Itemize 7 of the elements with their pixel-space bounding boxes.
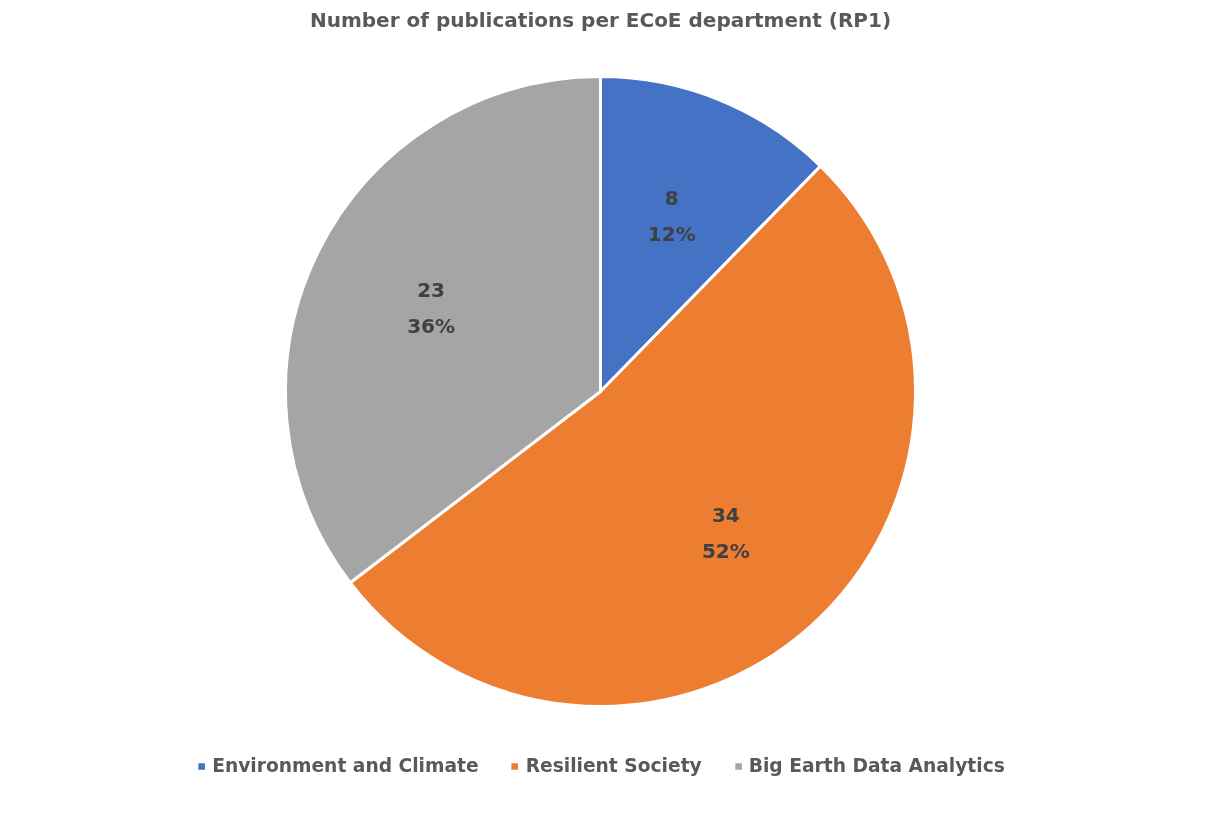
data-label: 23 36% — [407, 277, 456, 338]
data-label: 34 52% — [701, 502, 750, 563]
legend-label: Resilient Society — [525, 755, 702, 776]
legend-label: Big Earth Data Analytics — [748, 755, 1005, 776]
chart-title: Number of publications per ECoE department (RP1) — [309, 7, 892, 32]
data-label: 8 12% — [647, 186, 696, 247]
legend-label: Environment and Climate — [212, 755, 479, 776]
